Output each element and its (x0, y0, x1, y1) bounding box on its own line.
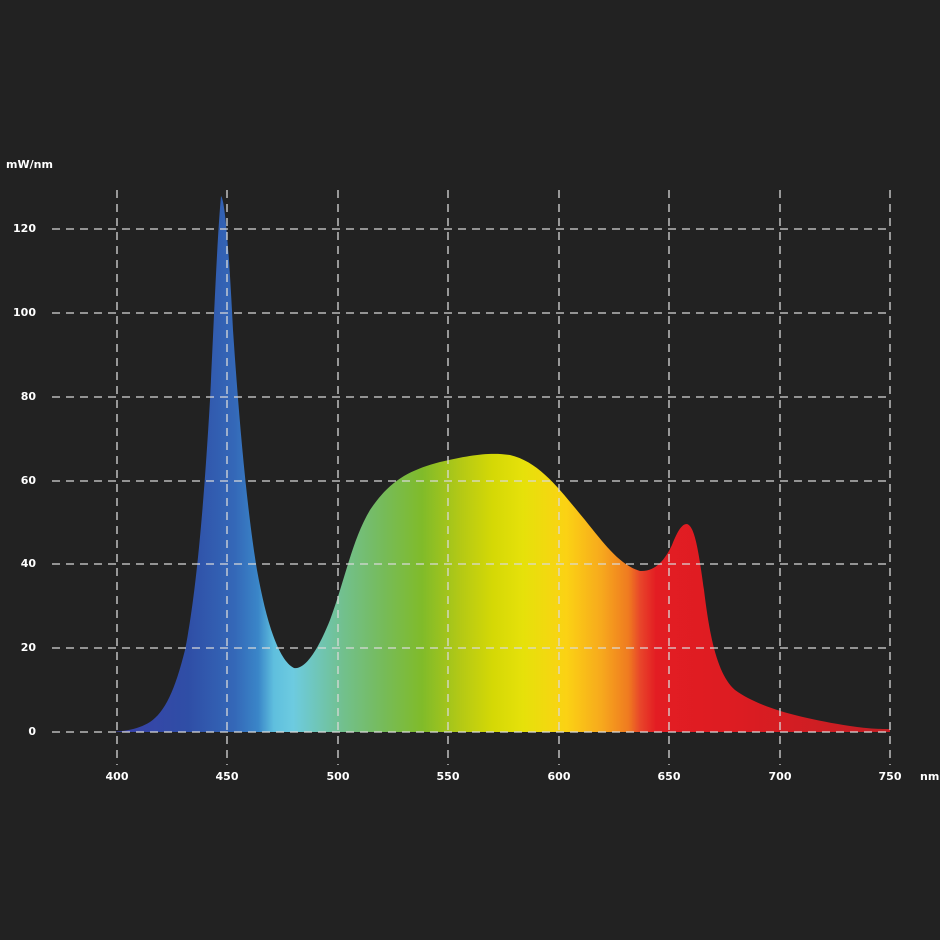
x-tick-label: 700 (768, 770, 792, 783)
y-tick-label: 80 (20, 390, 36, 403)
y-tick-label: 20 (20, 641, 36, 654)
x-tick-label: 450 (215, 770, 239, 783)
y-tick-label: 0 (28, 725, 36, 738)
vertical-gridlines (116, 190, 891, 765)
spectrum-area (110, 196, 890, 732)
x-tick-label: 550 (436, 770, 460, 783)
x-tick-label: 500 (326, 770, 350, 783)
x-tick-label: 400 (105, 770, 129, 783)
y-tick-label: 60 (20, 474, 36, 487)
y-tick-label: 120 (13, 222, 36, 235)
x-axis-unit-label: nm (920, 770, 940, 783)
x-tick-label: 600 (547, 770, 571, 783)
y-tick-label: 100 (13, 306, 36, 319)
x-tick-label: 650 (657, 770, 681, 783)
y-axis-unit-label: mW/nm (6, 158, 53, 171)
y-tick-label: 40 (20, 557, 36, 570)
x-tick-label: 750 (878, 770, 902, 783)
